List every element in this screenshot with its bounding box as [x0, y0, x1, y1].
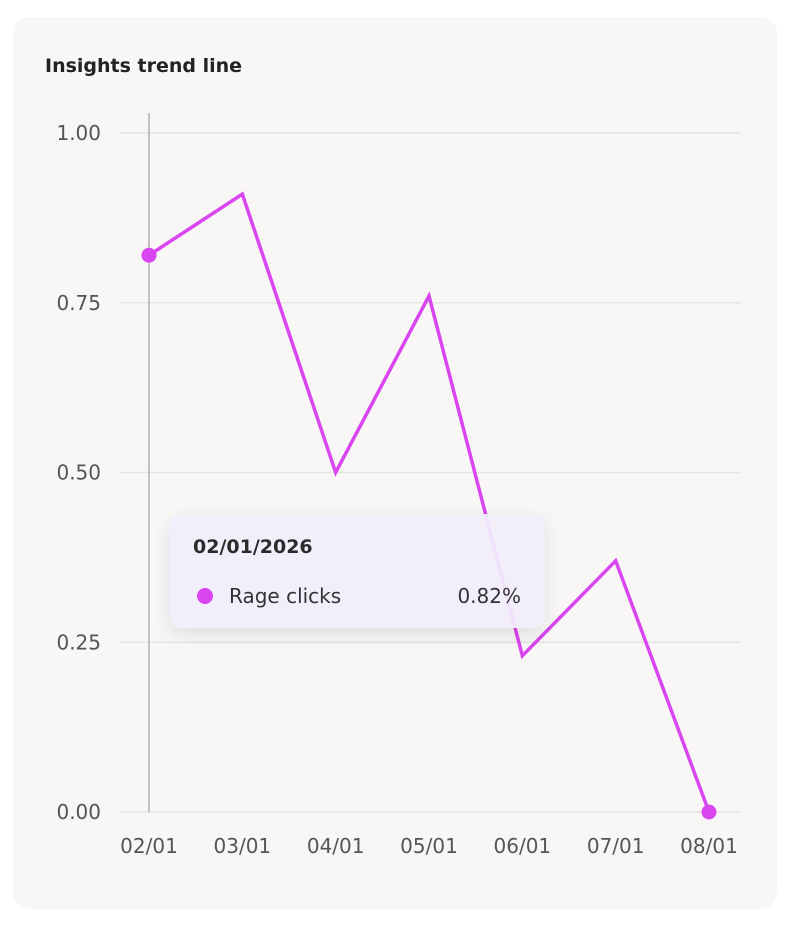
x-tick-label: 02/01 — [120, 834, 178, 858]
x-tick-label: 08/01 — [680, 834, 738, 858]
x-tick-label: 04/01 — [307, 834, 365, 858]
y-tick-label: 1.00 — [56, 121, 101, 145]
data-point — [701, 804, 717, 820]
tooltip-series-dot — [197, 588, 213, 604]
y-tick-label: 0.75 — [56, 291, 101, 315]
grid-lines — [120, 132, 741, 813]
y-tick-label: 0.00 — [56, 800, 101, 824]
chart-tooltip: 02/01/2026 Rage clicks 0.82% — [169, 514, 545, 628]
tooltip-date: 02/01/2026 — [193, 536, 313, 558]
x-tick-label: 06/01 — [494, 834, 552, 858]
chart-title: Insights trend line — [45, 55, 243, 77]
data-points — [141, 247, 717, 820]
x-axis-ticks: 02/01 03/01 04/01 05/01 06/01 07/01 08/01 — [120, 834, 738, 858]
series-line-rage-clicks — [148, 191, 711, 813]
x-tick-label: 07/01 — [587, 834, 645, 858]
y-axis-ticks: 0.00 0.25 0.50 0.75 1.00 — [56, 121, 101, 824]
x-tick-label: 05/01 — [400, 834, 458, 858]
data-point — [141, 247, 157, 263]
tooltip-series-value: 0.82% — [457, 584, 521, 608]
tooltip-series-label: Rage clicks — [229, 584, 342, 608]
x-tick-label: 03/01 — [214, 834, 272, 858]
y-tick-label: 0.25 — [56, 630, 101, 654]
y-tick-label: 0.50 — [56, 461, 101, 485]
chart-card: Insights trend line — [13, 17, 777, 909]
